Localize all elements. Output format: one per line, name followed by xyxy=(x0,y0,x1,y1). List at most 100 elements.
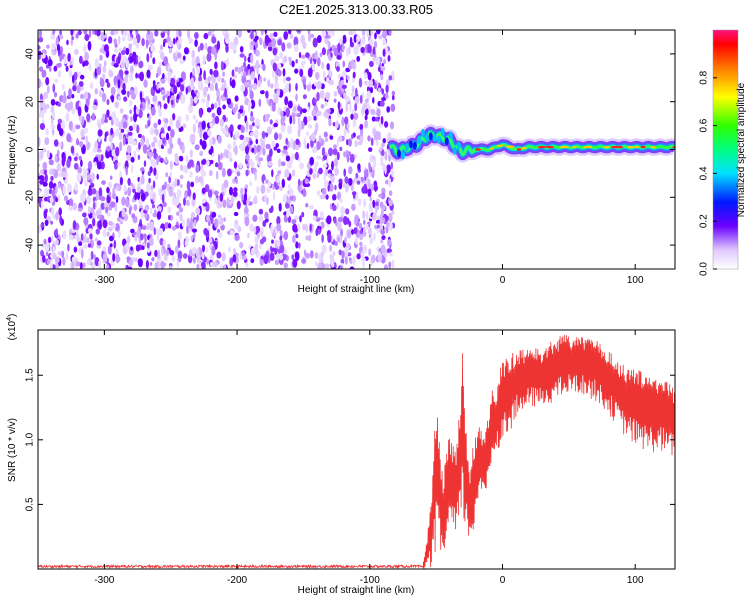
noise-speckle xyxy=(53,139,59,147)
noise-speckle xyxy=(280,123,286,133)
noise-speckle xyxy=(333,217,337,224)
noise-speckle xyxy=(254,41,258,49)
noise-speckle xyxy=(139,91,143,102)
noise-speckle xyxy=(239,134,245,140)
noise-speckle xyxy=(76,84,81,94)
noise-speckle xyxy=(177,231,182,240)
noise-speckle xyxy=(93,30,97,36)
noise-speckle xyxy=(250,71,256,80)
noise-speckle xyxy=(50,34,56,40)
noise-speckle xyxy=(370,108,376,116)
noise-speckle xyxy=(188,37,194,44)
noise-speckle xyxy=(367,43,372,54)
noise-speckle xyxy=(375,201,379,207)
signal-peak xyxy=(572,145,577,149)
noise-speckle xyxy=(46,259,51,265)
noise-speckle xyxy=(140,192,146,202)
noise-speckle xyxy=(106,212,111,217)
noise-speckle xyxy=(69,234,74,241)
noise-speckle xyxy=(360,176,364,182)
noise-speckle xyxy=(270,205,274,213)
noise-speckle xyxy=(115,196,119,203)
noise-speckle xyxy=(383,264,389,269)
noise-speckle xyxy=(153,136,158,143)
noise-speckle xyxy=(160,52,164,60)
noise-speckle xyxy=(345,47,349,57)
noise-speckle xyxy=(48,159,54,166)
noise-speckle xyxy=(46,44,50,49)
noise-speckle xyxy=(381,235,386,241)
signal-blob xyxy=(408,140,413,149)
noise-speckle xyxy=(336,55,342,60)
noise-speckle xyxy=(285,202,290,209)
noise-speckle xyxy=(162,136,166,145)
noise-speckle xyxy=(182,123,187,129)
noise-speckle xyxy=(70,30,74,36)
noise-speckle xyxy=(163,56,169,66)
noise-speckle xyxy=(38,54,41,60)
noise-speckle xyxy=(361,30,366,37)
noise-speckle xyxy=(307,30,311,35)
noise-speckle xyxy=(118,121,123,129)
noise-speckle xyxy=(104,113,108,124)
noise-speckle xyxy=(285,76,291,82)
noise-speckle xyxy=(190,181,195,188)
noise-speckle xyxy=(209,68,213,75)
noise-speckle xyxy=(331,266,336,269)
noise-speckle xyxy=(295,93,298,102)
noise-speckle xyxy=(316,190,321,196)
noise-speckle xyxy=(130,156,135,163)
noise-speckle xyxy=(144,204,150,211)
noise-speckle xyxy=(381,97,387,102)
noise-speckle xyxy=(283,75,287,84)
noise-speckle xyxy=(363,183,367,192)
noise-speckle xyxy=(96,161,102,170)
noise-speckle xyxy=(305,52,310,58)
noise-speckle xyxy=(200,176,204,184)
noise-speckle xyxy=(297,223,301,232)
noise-speckle xyxy=(241,251,245,257)
noise-speckle xyxy=(71,256,77,262)
noise-speckle xyxy=(104,60,107,67)
noise-speckle xyxy=(262,147,266,156)
noise-speckle xyxy=(317,228,321,235)
noise-speckle xyxy=(183,197,186,206)
noise-speckle xyxy=(76,261,81,267)
noise-speckle xyxy=(249,181,252,187)
noise-speckle xyxy=(343,168,347,177)
noise-speckle xyxy=(345,184,349,193)
noise-speckle xyxy=(235,234,240,241)
noise-speckle xyxy=(192,114,197,120)
noise-speckle xyxy=(87,40,92,51)
noise-speckle xyxy=(133,150,137,158)
noise-speckle xyxy=(276,216,281,226)
noise-speckle xyxy=(204,42,208,50)
noise-speckle xyxy=(363,198,367,208)
signal-peak xyxy=(505,145,515,148)
noise-speckle xyxy=(108,235,114,242)
noise-speckle xyxy=(320,104,325,109)
noise-speckle xyxy=(290,138,293,143)
noise-speckle xyxy=(44,219,49,226)
noise-speckle xyxy=(291,112,296,118)
noise-speckle xyxy=(110,201,116,208)
noise-speckle xyxy=(68,120,73,131)
noise-speckle xyxy=(173,56,178,62)
noise-speckle xyxy=(164,30,168,34)
noise-speckle xyxy=(289,33,294,39)
noise-speckle xyxy=(377,87,381,93)
noise-speckle xyxy=(96,148,102,153)
noise-speckle xyxy=(359,134,364,144)
noise-speckle xyxy=(78,81,84,87)
noise-speckle xyxy=(133,257,138,262)
noise-speckle xyxy=(245,120,249,130)
noise-speckle xyxy=(388,199,393,207)
noise-speckle xyxy=(206,53,212,62)
noise-speckle xyxy=(149,127,155,136)
noise-speckle xyxy=(84,179,88,187)
noise-speckle xyxy=(311,109,317,117)
noise-speckle xyxy=(176,211,180,216)
noise-speckle xyxy=(334,241,338,246)
x-tick-label: 0 xyxy=(500,275,506,286)
noise-speckle xyxy=(226,197,230,206)
